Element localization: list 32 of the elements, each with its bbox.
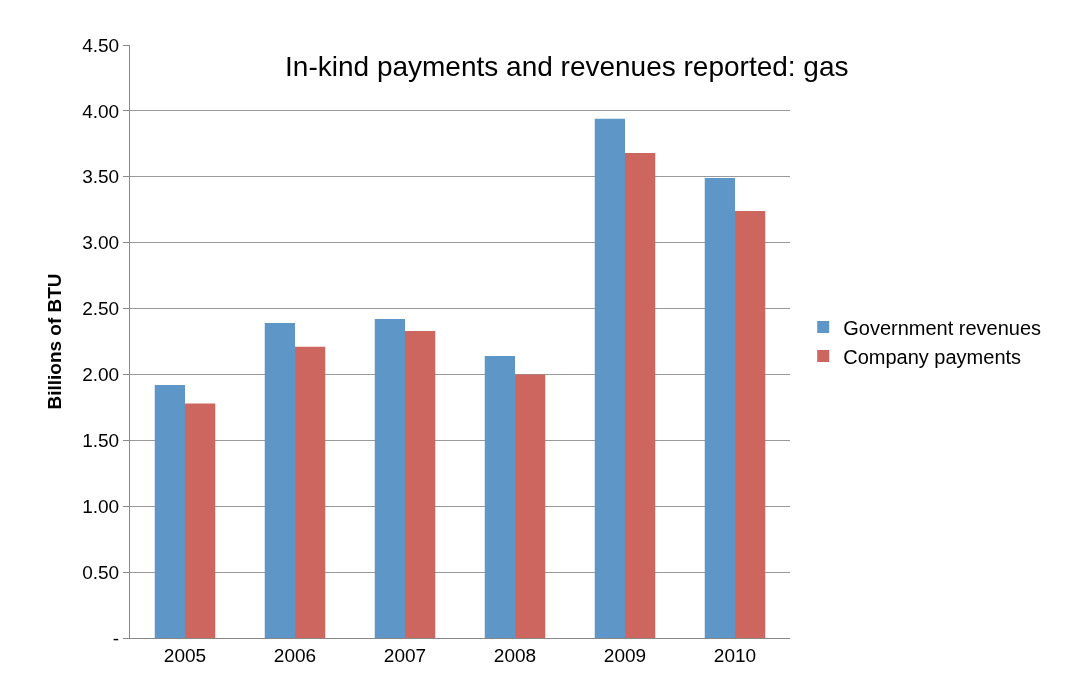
x-tick-label: 2005 xyxy=(163,644,207,666)
x-tick-label: 2008 xyxy=(493,644,537,666)
y-tick-label: 3.00 xyxy=(82,232,120,254)
y-tick-label: 4.00 xyxy=(82,100,120,122)
x-tick-label: 2007 xyxy=(383,644,427,666)
y-axis-title: Billions of BTU xyxy=(44,273,66,410)
y-tick-label: 0.50 xyxy=(82,561,120,583)
bar xyxy=(154,384,185,638)
y-tick-label: 1.50 xyxy=(82,429,120,451)
y-tick-label: 1.00 xyxy=(82,495,120,517)
bar xyxy=(374,319,405,638)
bar xyxy=(735,211,766,638)
y-tick-label: - xyxy=(112,627,120,649)
bar xyxy=(515,374,546,638)
y-tick-label: 2.50 xyxy=(82,298,120,320)
y-tick-label: 3.50 xyxy=(82,166,120,188)
y-tick-label: 4.50 xyxy=(82,34,120,56)
legend-label: Government revenues xyxy=(843,316,1042,339)
x-tick-label: 2010 xyxy=(713,644,757,666)
x-tick-label: 2006 xyxy=(273,644,317,666)
bar xyxy=(295,346,326,638)
bar xyxy=(484,356,515,638)
x-tick-label: 2009 xyxy=(603,644,647,666)
bar xyxy=(625,153,656,638)
bar xyxy=(704,178,735,638)
bar xyxy=(185,403,216,638)
bar xyxy=(594,118,625,638)
chart-title: In-kind payments and revenues reported: gas xyxy=(285,50,849,82)
bar xyxy=(264,323,295,638)
bar xyxy=(405,330,436,638)
legend-label: Company payments xyxy=(843,345,1022,368)
y-tick-label: 2.00 xyxy=(82,364,120,386)
